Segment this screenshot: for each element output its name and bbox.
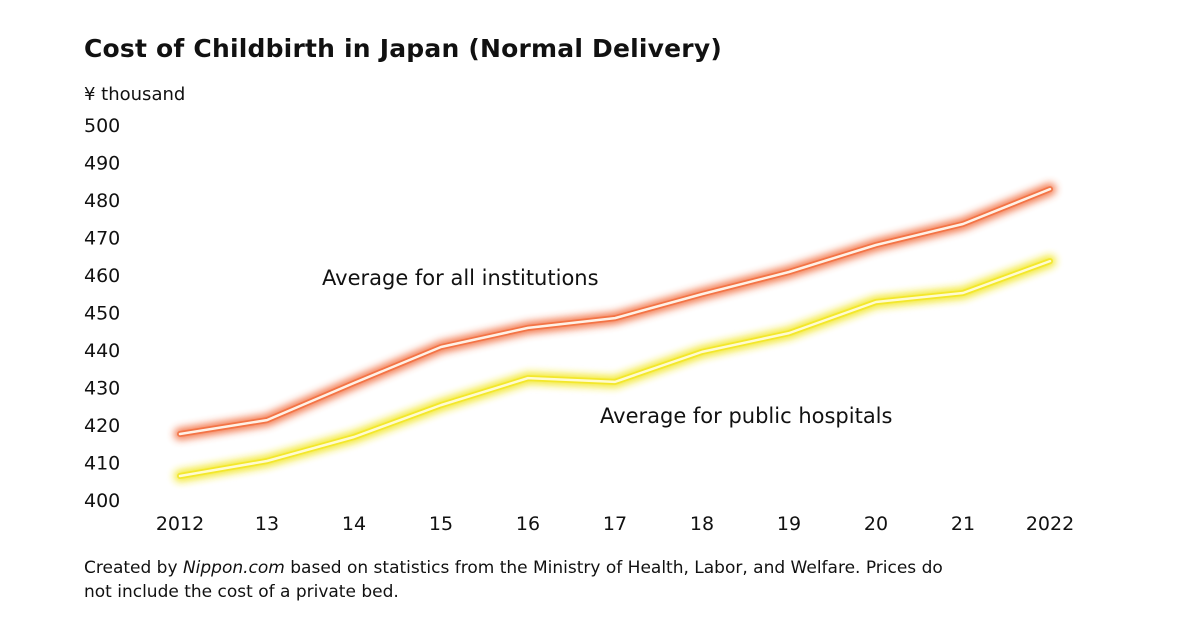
y-tick-label: 400 bbox=[84, 490, 120, 512]
x-tick-label: 2022 bbox=[1026, 513, 1074, 535]
y-tick-label: 420 bbox=[84, 415, 120, 437]
y-axis-unit: ¥ thousand bbox=[84, 84, 186, 105]
series-label-all-institutions: Average for all institutions bbox=[322, 266, 599, 290]
note-suffix: based on statistics from the Ministry of… bbox=[84, 558, 943, 602]
x-tick-label: 2012 bbox=[156, 513, 204, 535]
x-tick-label: 19 bbox=[777, 513, 801, 535]
y-tick-label: 490 bbox=[84, 153, 120, 175]
y-tick-label: 450 bbox=[84, 303, 120, 325]
y-tick-label: 470 bbox=[84, 228, 120, 250]
series-glow bbox=[174, 255, 1056, 482]
x-tick-label: 17 bbox=[603, 513, 627, 535]
series-1 bbox=[174, 255, 1056, 482]
y-tick-label: 500 bbox=[84, 115, 120, 137]
series-core-line bbox=[178, 259, 1052, 478]
y-tick-label: 480 bbox=[84, 190, 120, 212]
x-tick-label: 16 bbox=[516, 513, 540, 535]
series-core-line bbox=[178, 187, 1052, 436]
note-source: Nippon.com bbox=[182, 558, 285, 578]
x-tick-label: 21 bbox=[951, 513, 975, 535]
y-tick-label: 440 bbox=[84, 340, 120, 362]
x-tick-label: 18 bbox=[690, 513, 714, 535]
series-label-public-hospitals: Average for public hospitals bbox=[600, 404, 892, 428]
y-tick-label: 430 bbox=[84, 378, 120, 400]
series-glow bbox=[174, 183, 1056, 440]
series-0 bbox=[174, 183, 1056, 440]
chart-title: Cost of Childbirth in Japan (Normal Deli… bbox=[84, 34, 722, 63]
y-tick-label: 410 bbox=[84, 453, 120, 475]
y-tick-label: 460 bbox=[84, 265, 120, 287]
note-prefix: Created by bbox=[84, 558, 183, 578]
x-tick-label: 15 bbox=[429, 513, 453, 535]
x-tick-label: 13 bbox=[255, 513, 279, 535]
x-tick-label: 20 bbox=[864, 513, 888, 535]
x-tick-label: 14 bbox=[342, 513, 366, 535]
source-note: Created by Nippon.com based on statistic… bbox=[84, 556, 964, 604]
